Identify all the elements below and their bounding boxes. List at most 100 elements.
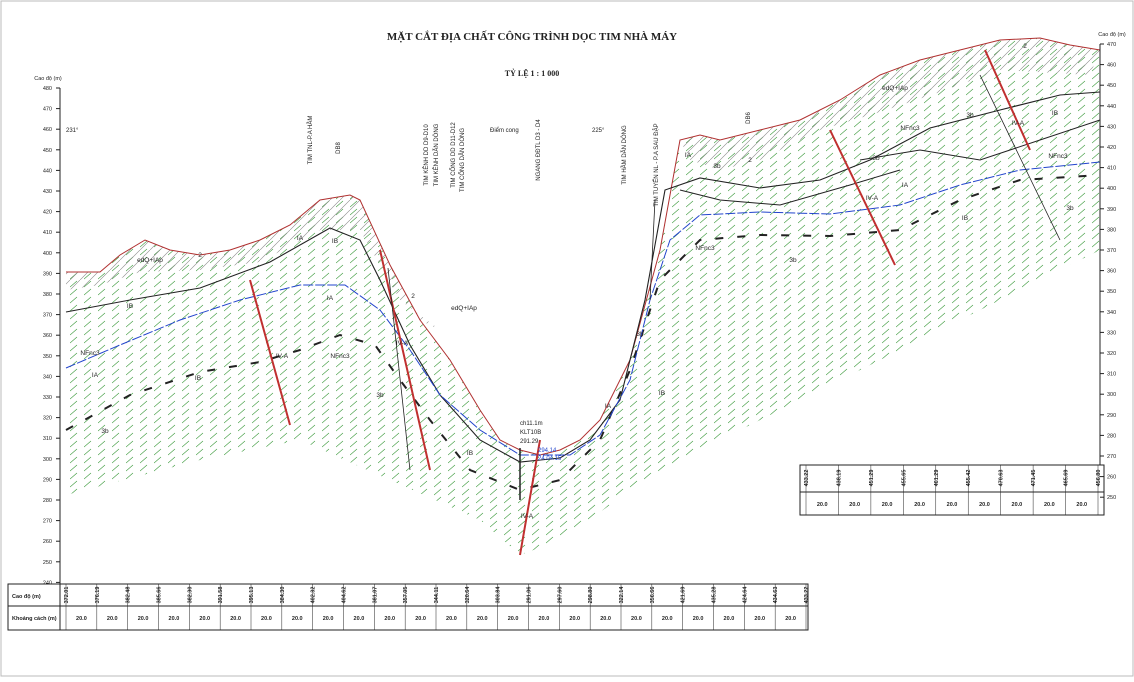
annotation: Điểm cong xyxy=(490,127,519,134)
annotation: 225° xyxy=(592,128,605,134)
annotation: DB8 xyxy=(336,142,342,154)
right-tick-label: 310 xyxy=(1107,372,1116,378)
annotation: TIM TNL-P.A HẦM xyxy=(307,116,314,165)
right-tick-label: 330 xyxy=(1107,330,1116,336)
right-tick-label: 470 xyxy=(1107,42,1116,48)
distance-cell: 20.0 xyxy=(415,616,426,622)
elevation-cell: 456.80 xyxy=(1096,470,1102,487)
left-tick-label: 410 xyxy=(43,230,52,236)
elevation-cell: 451.29 xyxy=(869,470,875,487)
right-tick-label: 400 xyxy=(1107,186,1116,192)
title: MẶT CẮT ĐỊA CHẤT CÔNG TRÌNH DỌC TIM NHÀ … xyxy=(387,30,677,43)
elevation-cell: 395.13 xyxy=(249,587,255,604)
layer-label: NFnc3 xyxy=(900,125,920,132)
layer-label: IA xyxy=(297,235,304,242)
distance-cell: 20.0 xyxy=(169,616,180,622)
distance-cell: 20.0 xyxy=(754,616,765,622)
layer-label: 3b xyxy=(636,331,644,338)
elevation-cell: 471.45 xyxy=(1031,470,1037,487)
left-tick-label: 460 xyxy=(43,127,52,133)
annotation: TIM CỐNG DD D11-D12 xyxy=(450,122,457,188)
left-tick-label: 470 xyxy=(43,107,52,113)
layer-label: 3b xyxy=(1066,205,1074,212)
elevation-cell: 385.66 xyxy=(157,587,163,604)
left-tick-label: 450 xyxy=(43,148,52,154)
elevation-cell: 372.01 xyxy=(64,587,70,604)
distance-cell: 20.0 xyxy=(849,502,860,508)
elevation-cell: 357.05 xyxy=(403,587,409,604)
left-tick-label: 240 xyxy=(43,580,52,586)
annotation: TIM KÊNH DẪN DÒNG xyxy=(432,123,440,186)
right-tick-label: 280 xyxy=(1107,433,1116,439)
distance-cell: 20.0 xyxy=(631,616,642,622)
distance-cell: 20.0 xyxy=(508,616,519,622)
left-tick-label: 340 xyxy=(43,374,52,380)
annotation: TIM CỐNG DẪN DÒNG xyxy=(459,128,466,192)
elevation-cell: 433.22 xyxy=(804,470,810,487)
elevation-cell: 424.64 xyxy=(742,586,748,604)
annotation: DB6 xyxy=(746,112,752,124)
distance-cell: 20.0 xyxy=(354,616,365,622)
distance-cell: 20.0 xyxy=(979,502,990,508)
elevation-cell: 291.06 xyxy=(527,587,533,604)
layer-label: IV-A xyxy=(521,513,534,520)
right-tick-label: 440 xyxy=(1107,104,1116,110)
layer-label: IB xyxy=(962,215,968,222)
elevation-cell: 322.14 xyxy=(619,586,625,604)
distance-cell: 20.0 xyxy=(199,616,210,622)
distance-cell: 20.0 xyxy=(947,502,958,508)
layer-label: IA xyxy=(902,182,909,189)
right-tick-label: 290 xyxy=(1107,413,1116,419)
layer-label: IB xyxy=(659,390,665,397)
layer-label: IB xyxy=(1052,110,1058,117)
layer-label: IV-A xyxy=(866,195,879,202)
distance-cell: 20.0 xyxy=(817,502,828,508)
layer-label: NFnc3 xyxy=(80,350,100,357)
elevation-cell: 461.29 xyxy=(934,470,940,487)
left-tick-label: 320 xyxy=(43,416,52,422)
left-tick-label: 300 xyxy=(43,457,52,463)
right-axis-label: Cao độ (m) xyxy=(1098,32,1126,38)
left-axis-label: Cao độ (m) xyxy=(34,76,62,82)
layer-label: IV-A xyxy=(396,340,409,347)
left-tick-label: 380 xyxy=(43,292,52,298)
right-tick-label: 450 xyxy=(1107,83,1116,89)
layer-label: 2 xyxy=(1023,43,1027,50)
distance-cell: 20.0 xyxy=(882,502,893,508)
layer-label: 3b xyxy=(101,428,109,435)
right-tick-label: 460 xyxy=(1107,63,1116,69)
distance-cell: 20.0 xyxy=(1076,502,1087,508)
right-tick-label: 340 xyxy=(1107,310,1116,316)
layer-label: NFnc3 xyxy=(1048,153,1068,160)
layer-label: IB xyxy=(332,238,338,245)
right-tick-label: 260 xyxy=(1107,475,1116,481)
left-tick-label: 400 xyxy=(43,251,52,257)
elevation-cell: 391.58 xyxy=(218,587,224,604)
distance-cell: 20.0 xyxy=(724,616,735,622)
elevation-cell: 344.11 xyxy=(434,587,440,604)
right-tick-label: 300 xyxy=(1107,392,1116,398)
right-tick-label: 380 xyxy=(1107,227,1116,233)
left-tick-label: 250 xyxy=(43,560,52,566)
scale: TỶ LỆ 1 : 1 000 xyxy=(505,68,559,78)
layer-label: IA xyxy=(605,403,612,410)
right-tick-label: 350 xyxy=(1107,289,1116,295)
elevation-cell: 455.42 xyxy=(966,470,972,487)
right-tick-label: 320 xyxy=(1107,351,1116,357)
left-tick-label: 350 xyxy=(43,354,52,360)
elevation-cell: 356.66 xyxy=(650,587,656,604)
annotation: TIM KÊNH DD D9-D10 xyxy=(422,124,430,186)
right-tick-label: 390 xyxy=(1107,207,1116,213)
layer-label: IA xyxy=(685,152,692,159)
borehole-name: KLT10B xyxy=(520,430,541,436)
left-tick-label: 260 xyxy=(43,539,52,545)
layer-label: 2 xyxy=(748,157,752,164)
left-tick-label: 480 xyxy=(43,86,52,92)
left-tick-label: 280 xyxy=(43,498,52,504)
elevation-cell: 303.84 xyxy=(496,586,502,604)
elevation-cell: 382.48 xyxy=(126,587,132,604)
elevation-cell: 382.30 xyxy=(187,587,193,604)
distance-row-label: Khoảng cách (m) xyxy=(12,616,57,622)
elevation-cell: 297.60 xyxy=(557,587,563,604)
distance-cell: 20.0 xyxy=(693,616,704,622)
